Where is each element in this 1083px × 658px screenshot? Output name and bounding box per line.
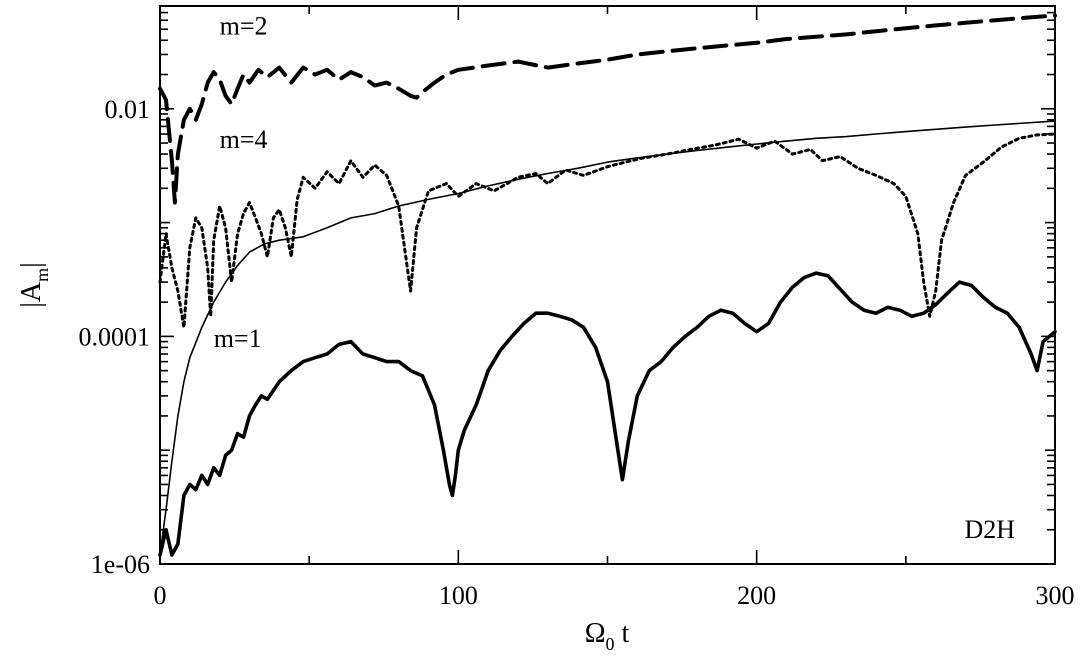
series-layer (158, 13, 1057, 557)
x-tick-label: 200 (737, 581, 776, 610)
series-label-m1: m=1 (214, 324, 262, 353)
y-axis-title-main: |A (16, 281, 47, 308)
y-tick-labels: 1e-06 0.0001 0.01 (79, 95, 151, 579)
x-tick-label: 300 (1036, 581, 1075, 610)
x-axis-title: Ω0 t (585, 618, 630, 654)
series-line-unlabeled-2 (159, 120, 1056, 556)
plot-area (158, 5, 1057, 565)
y-axis-title: |Am| (16, 262, 52, 307)
x-axis-title-main: Ω (585, 618, 606, 649)
panel-label: D2H (964, 515, 1015, 544)
annotations: m=2 m=4 m=1 D2H (214, 11, 1016, 544)
y-tick-label: 0.01 (105, 95, 151, 124)
series-line-m4 (158, 132, 1057, 329)
series-label-m2: m=2 (220, 11, 268, 40)
y-axis-title-rest: | (16, 262, 47, 268)
y-tick-label: 1e-06 (91, 550, 150, 579)
series-line-m1 (158, 271, 1057, 557)
ticks-layer (159, 5, 1056, 565)
x-tick-labels: 0 100 200 300 (154, 581, 1075, 610)
plot-frame (159, 5, 1056, 565)
x-tick-label: 0 (154, 581, 167, 610)
x-axis-title-rest: t (615, 618, 630, 649)
y-axis-title-sub: m (32, 268, 52, 282)
x-tick-label: 100 (439, 581, 478, 610)
y-tick-label: 0.0001 (79, 322, 151, 351)
x-axis-title-sub: 0 (606, 634, 615, 654)
series-line-m2 (158, 13, 1057, 205)
series-label-m4: m=4 (220, 125, 268, 154)
